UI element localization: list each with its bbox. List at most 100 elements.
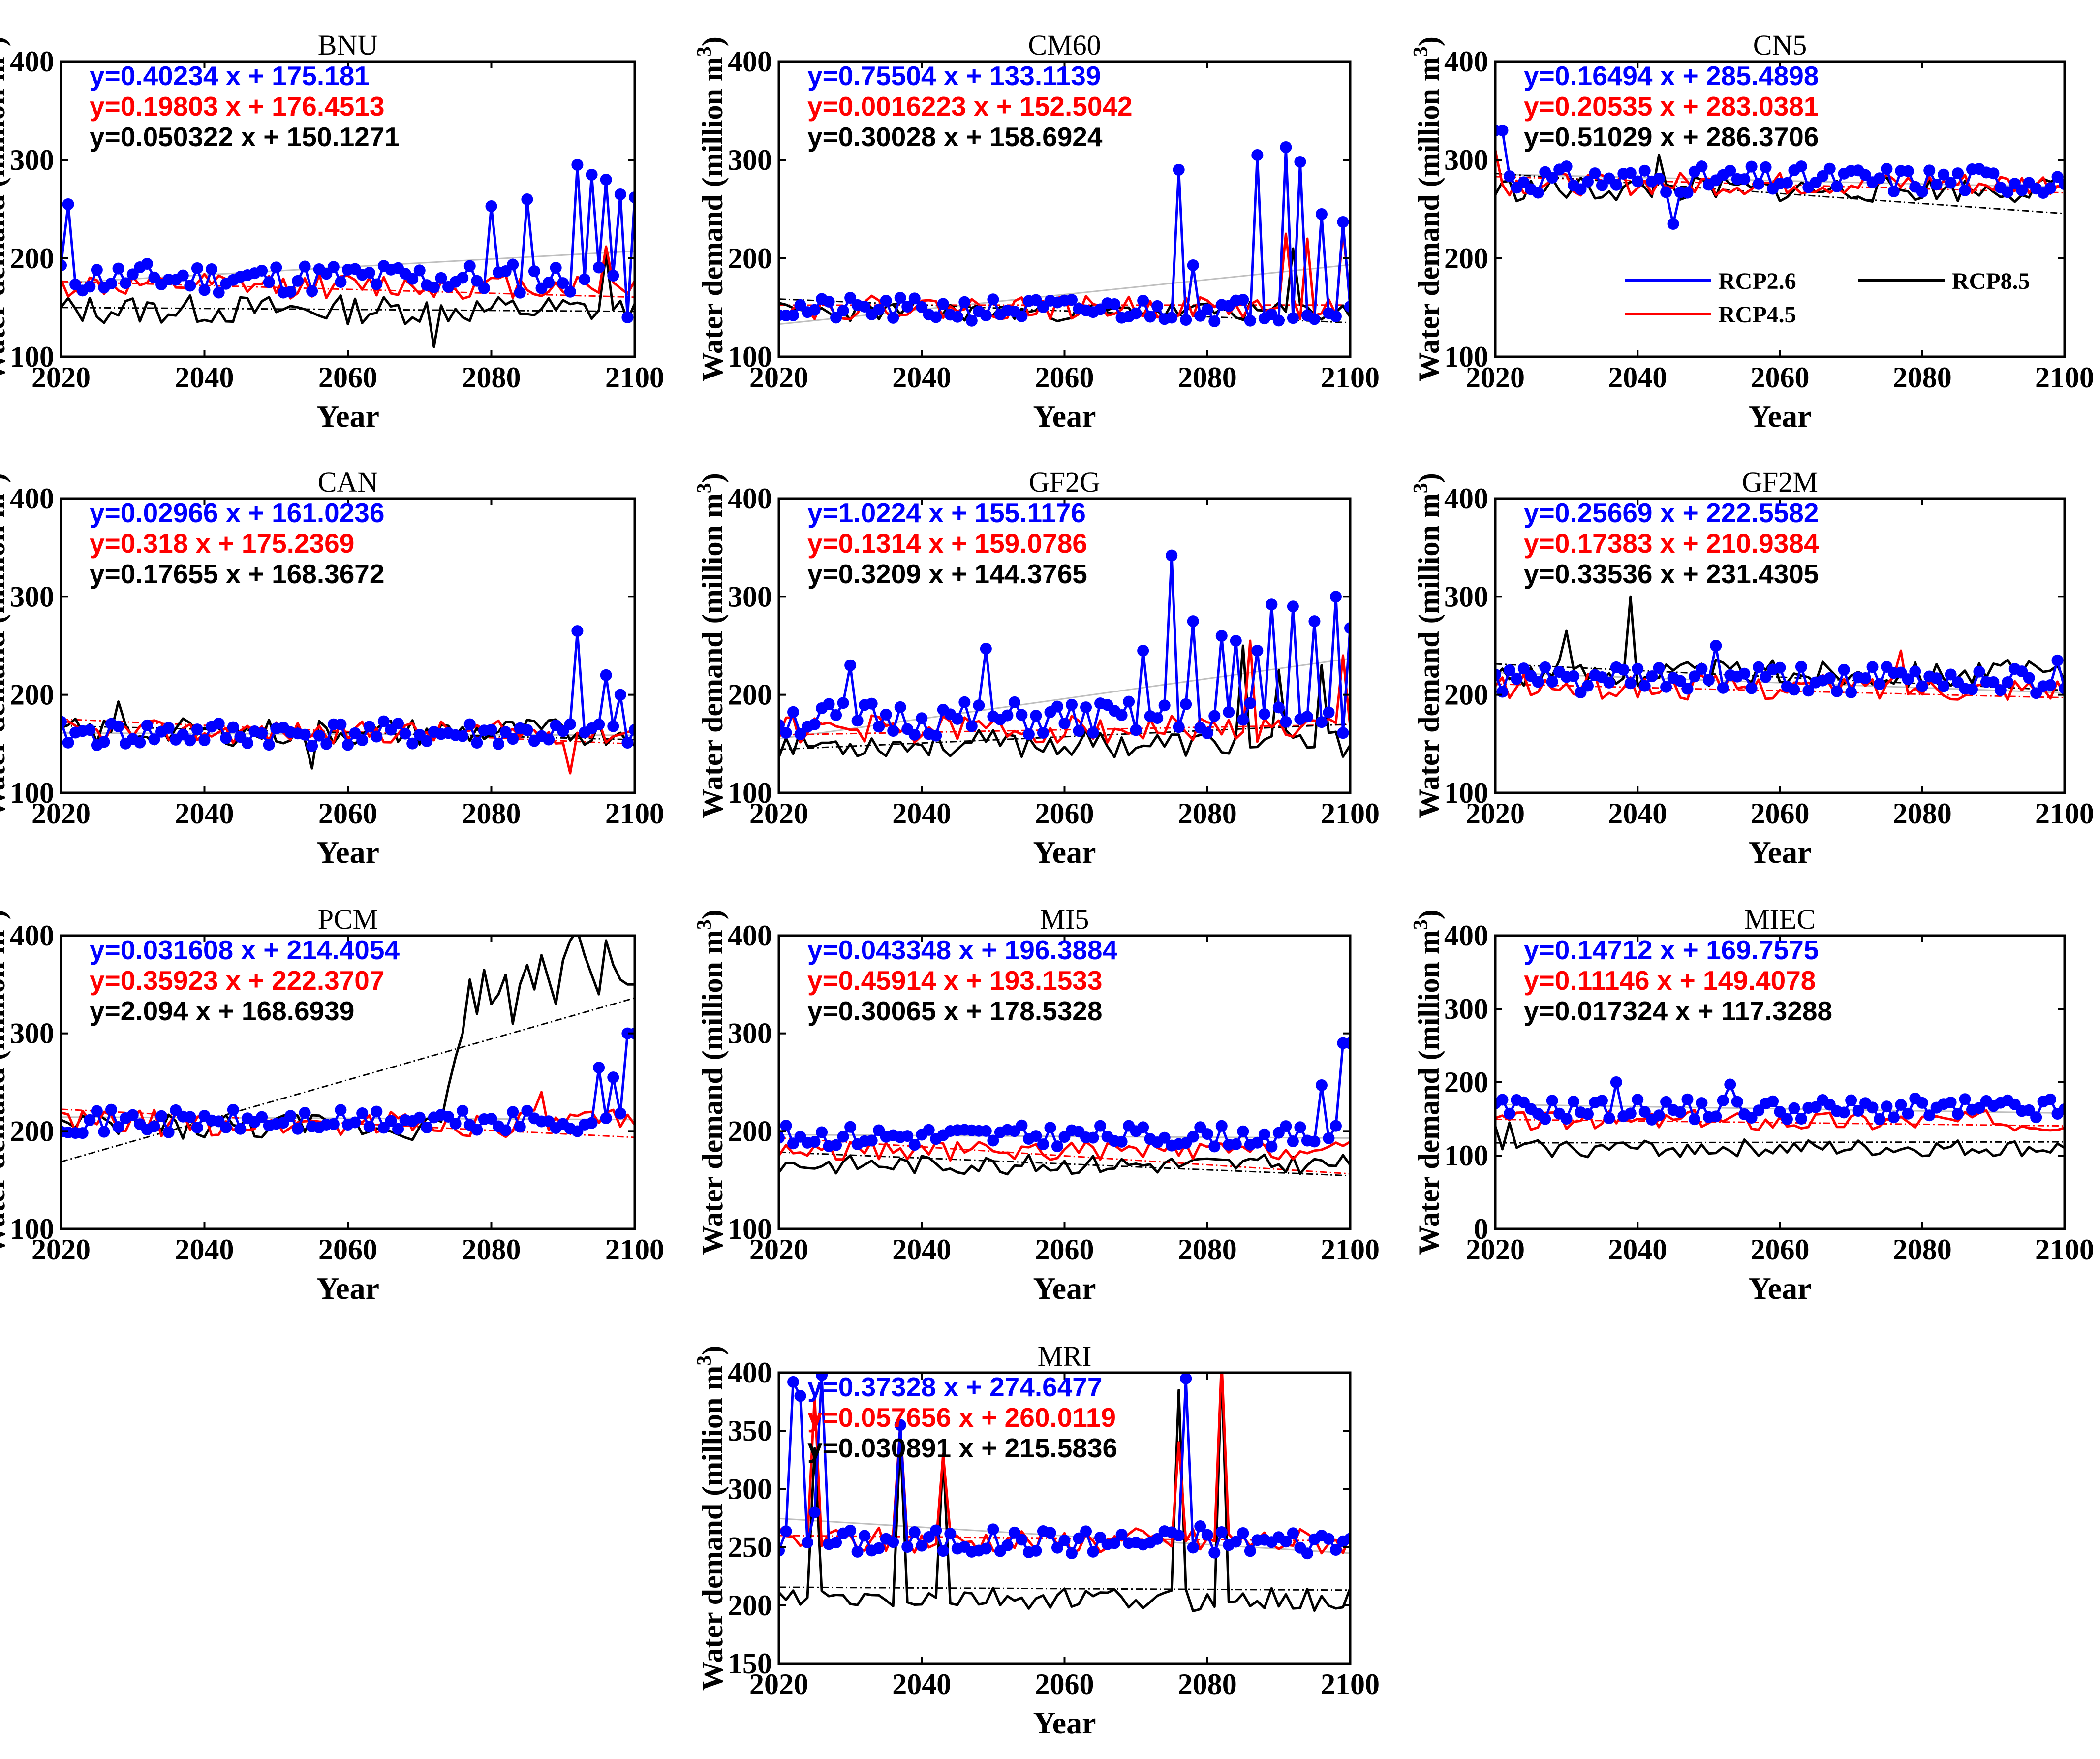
equation-rcp45: y=0.057656 x + 260.0119 — [807, 1402, 1116, 1433]
point-rcp26 — [1208, 315, 1221, 327]
point-rcp26 — [1301, 1547, 1313, 1560]
point-rcp26 — [98, 736, 110, 748]
point-rcp26 — [1987, 167, 2000, 180]
point-rcp26 — [1130, 307, 1142, 319]
point-rcp26 — [987, 1523, 999, 1536]
point-rcp26 — [256, 1111, 268, 1123]
x-tick-label: 2080 — [462, 797, 521, 830]
point-rcp26 — [973, 699, 985, 712]
point-rcp26 — [1781, 1113, 1793, 1125]
point-rcp26 — [507, 258, 519, 271]
point-rcp26 — [499, 1124, 512, 1136]
y-axis-label-text: Water demand (million m — [696, 1366, 729, 1691]
point-rcp26 — [1344, 300, 1350, 313]
point-rcp26 — [1774, 661, 1786, 674]
point-rcp26 — [937, 298, 949, 310]
point-rcp26 — [1745, 1112, 1758, 1124]
point-rcp26 — [1560, 160, 1573, 173]
point-rcp26 — [1503, 1107, 1515, 1120]
point-rcp26 — [1945, 1096, 1957, 1108]
x-tick-label: 2040 — [1608, 797, 1667, 830]
x-tick-label: 2060 — [318, 361, 377, 394]
point-rcp26 — [1001, 709, 1014, 722]
subplot-can: CAN 2020 2040 2060 2080 2100 100 200 300 400 Year W… — [0, 466, 664, 870]
point-rcp26 — [1344, 1533, 1350, 1545]
point-rcp26 — [162, 1126, 175, 1138]
point-rcp26 — [1653, 662, 1665, 674]
x-axis-label: Year — [1033, 399, 1096, 434]
point-rcp26 — [1503, 170, 1515, 183]
point-rcp26 — [120, 277, 132, 289]
point-rcp26 — [1173, 164, 1185, 176]
y-axis-label-text: Water demand (million m — [696, 493, 729, 818]
point-rcp26 — [1266, 598, 1278, 611]
point-rcp26 — [1187, 615, 1199, 628]
point-rcp26 — [1215, 1120, 1228, 1132]
x-axis-label: Year — [1033, 835, 1096, 870]
y-tick-label: 100 — [1444, 1139, 1488, 1172]
chart-title: MIEC — [1744, 903, 1816, 935]
x-tick-label: 2100 — [1321, 1668, 1380, 1700]
subplot-gf2m: GF2M 2020 2040 2060 2080 2100 100 200 300 400 Year… — [1410, 466, 2094, 870]
y-tick-label: 200 — [728, 1589, 772, 1622]
point-rcp26 — [816, 1373, 828, 1381]
point-rcp26 — [1781, 177, 1793, 189]
subplot-miec: MIEC 2020 2040 2060 2080 2100 0 100 200 300 400 Yea… — [1410, 903, 2094, 1306]
point-rcp26 — [1802, 685, 1815, 697]
point-rcp26 — [1173, 1529, 1185, 1541]
point-rcp26 — [463, 718, 476, 730]
trend-line-rcp85 — [1495, 172, 2065, 215]
chart-title: GF2G — [1029, 466, 1100, 498]
x-tick-label: 2060 — [1035, 361, 1094, 394]
equation-rcp85: y=0.3209 x + 144.3765 — [807, 559, 1087, 589]
equation-rcp85: y=0.30028 x + 158.6924 — [807, 122, 1103, 152]
point-rcp26 — [1617, 663, 1630, 676]
point-rcp26 — [2016, 184, 2028, 196]
point-rcp26 — [306, 740, 318, 752]
point-rcp26 — [1237, 1125, 1249, 1137]
point-rcp26 — [1323, 1132, 1335, 1144]
equation-rcp45: y=0.0016223 x + 152.5042 — [807, 91, 1133, 122]
plot-area — [1495, 1076, 2065, 1159]
point-rcp26 — [1251, 644, 1264, 657]
chart-title: PCM — [318, 903, 378, 935]
point-rcp26 — [377, 715, 390, 727]
point-rcp26 — [327, 261, 340, 273]
equation-rcp26: y=0.25669 x + 222.5582 — [1524, 498, 1819, 528]
trend-line-rcp85 — [61, 307, 635, 313]
point-rcp26 — [1051, 1140, 1063, 1153]
x-tick-label: 2100 — [2035, 1233, 2094, 1266]
point-rcp26 — [198, 734, 211, 746]
point-rcp26 — [958, 296, 971, 308]
point-rcp26 — [1315, 208, 1328, 220]
point-rcp26 — [586, 1117, 598, 1129]
point-rcp26 — [837, 1131, 849, 1143]
point-rcp26 — [830, 709, 842, 721]
legend-label-rcp45: RCP4.5 — [1718, 302, 1796, 328]
y-tick-label: 400 — [10, 919, 54, 952]
point-rcp26 — [851, 715, 864, 727]
point-rcp26 — [1632, 1094, 1644, 1106]
y-axis-label-close: ) — [1413, 36, 1445, 46]
point-rcp26 — [987, 1134, 999, 1147]
y-axis-label-close: ) — [0, 36, 11, 46]
point-rcp26 — [485, 200, 497, 212]
point-rcp26 — [270, 261, 282, 274]
point-rcp26 — [421, 1121, 433, 1133]
point-rcp26 — [478, 282, 490, 294]
point-rcp26 — [887, 725, 899, 737]
point-rcp26 — [1329, 310, 1342, 322]
point-rcp26 — [1180, 314, 1192, 326]
point-rcp26 — [787, 706, 800, 718]
point-rcp26 — [1994, 684, 2007, 696]
point-rcp26 — [1087, 1131, 1099, 1144]
point-rcp26 — [1845, 1094, 1857, 1106]
point-rcp26 — [2059, 682, 2065, 694]
plot-area — [61, 159, 635, 348]
plot-area — [1495, 595, 2065, 701]
point-rcp26 — [256, 727, 268, 739]
point-rcp26 — [1916, 186, 1928, 198]
point-rcp26 — [1823, 162, 1836, 175]
point-rcp26 — [1973, 665, 1985, 678]
point-rcp26 — [1137, 1121, 1149, 1133]
